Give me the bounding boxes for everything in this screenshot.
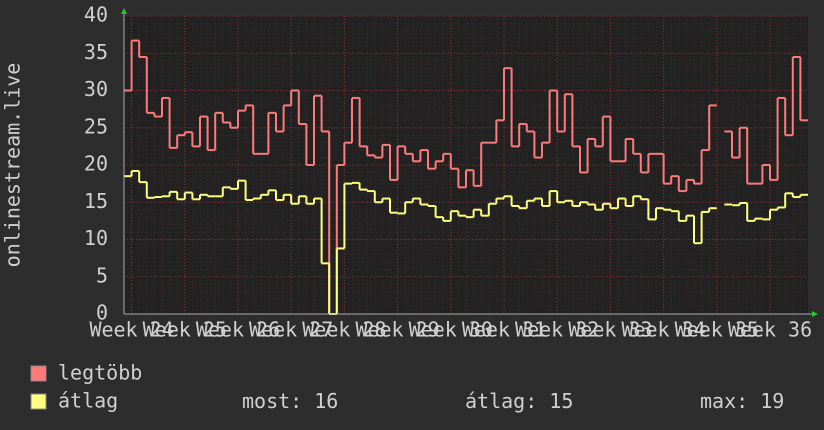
y-tick-label: 0: [96, 301, 108, 325]
y-tick-label: 15: [84, 189, 108, 213]
stat-label: átlag:: [465, 389, 537, 413]
x-tick-label: Week 25: [143, 318, 227, 342]
stat-value: 15: [549, 389, 573, 413]
legend-swatch: [30, 393, 47, 410]
x-tick-label: Week 30: [409, 318, 493, 342]
x-tick-label: Week 36: [728, 318, 812, 342]
stat: most: 16: [242, 389, 338, 413]
legend: legtöbb átlag most: 16 átlag: 15 max: 19: [30, 361, 784, 413]
y-tick-label: 35: [84, 40, 108, 64]
y-tick-label: 10: [84, 226, 108, 250]
x-tick-label: Week 29: [355, 318, 439, 342]
stat: max: 19: [700, 389, 784, 413]
stat-value: 16: [314, 389, 338, 413]
y-axis-label: onlinestream.live: [1, 63, 25, 268]
x-tick-label: Week 28: [302, 318, 386, 342]
x-tick-label: Week 27: [249, 318, 333, 342]
x-tick-label: Week 31: [462, 318, 546, 342]
y-tick-label: 30: [84, 77, 108, 101]
x-tick-label: Week 33: [568, 318, 652, 342]
y-tick-label: 5: [96, 263, 108, 287]
step-connector: [130, 170, 802, 314]
plot: [124, 15, 808, 315]
stat-label: max:: [700, 389, 748, 413]
x-tick-label: Week 26: [196, 318, 280, 342]
y-arrow: [121, 8, 127, 14]
x-tick-label: Week 32: [515, 318, 599, 342]
y-tick-label: 40: [84, 3, 108, 27]
step-connector: [130, 40, 802, 314]
stat: átlag: 15: [465, 389, 573, 413]
y-tick-label: 25: [84, 114, 108, 138]
x-tick-label: Week 35: [675, 318, 759, 342]
x-tick-label: Week 34: [621, 318, 705, 342]
y-tick-label: 20: [84, 152, 108, 176]
stat-label: most:: [242, 389, 302, 413]
legend-label: legtöbb: [58, 361, 142, 385]
legend-swatch: [30, 365, 47, 382]
x-tick-label: Week 24: [89, 318, 173, 342]
x-arrow: [812, 311, 818, 317]
stat-value: 19: [760, 389, 784, 413]
legend-label: átlag: [58, 389, 118, 413]
